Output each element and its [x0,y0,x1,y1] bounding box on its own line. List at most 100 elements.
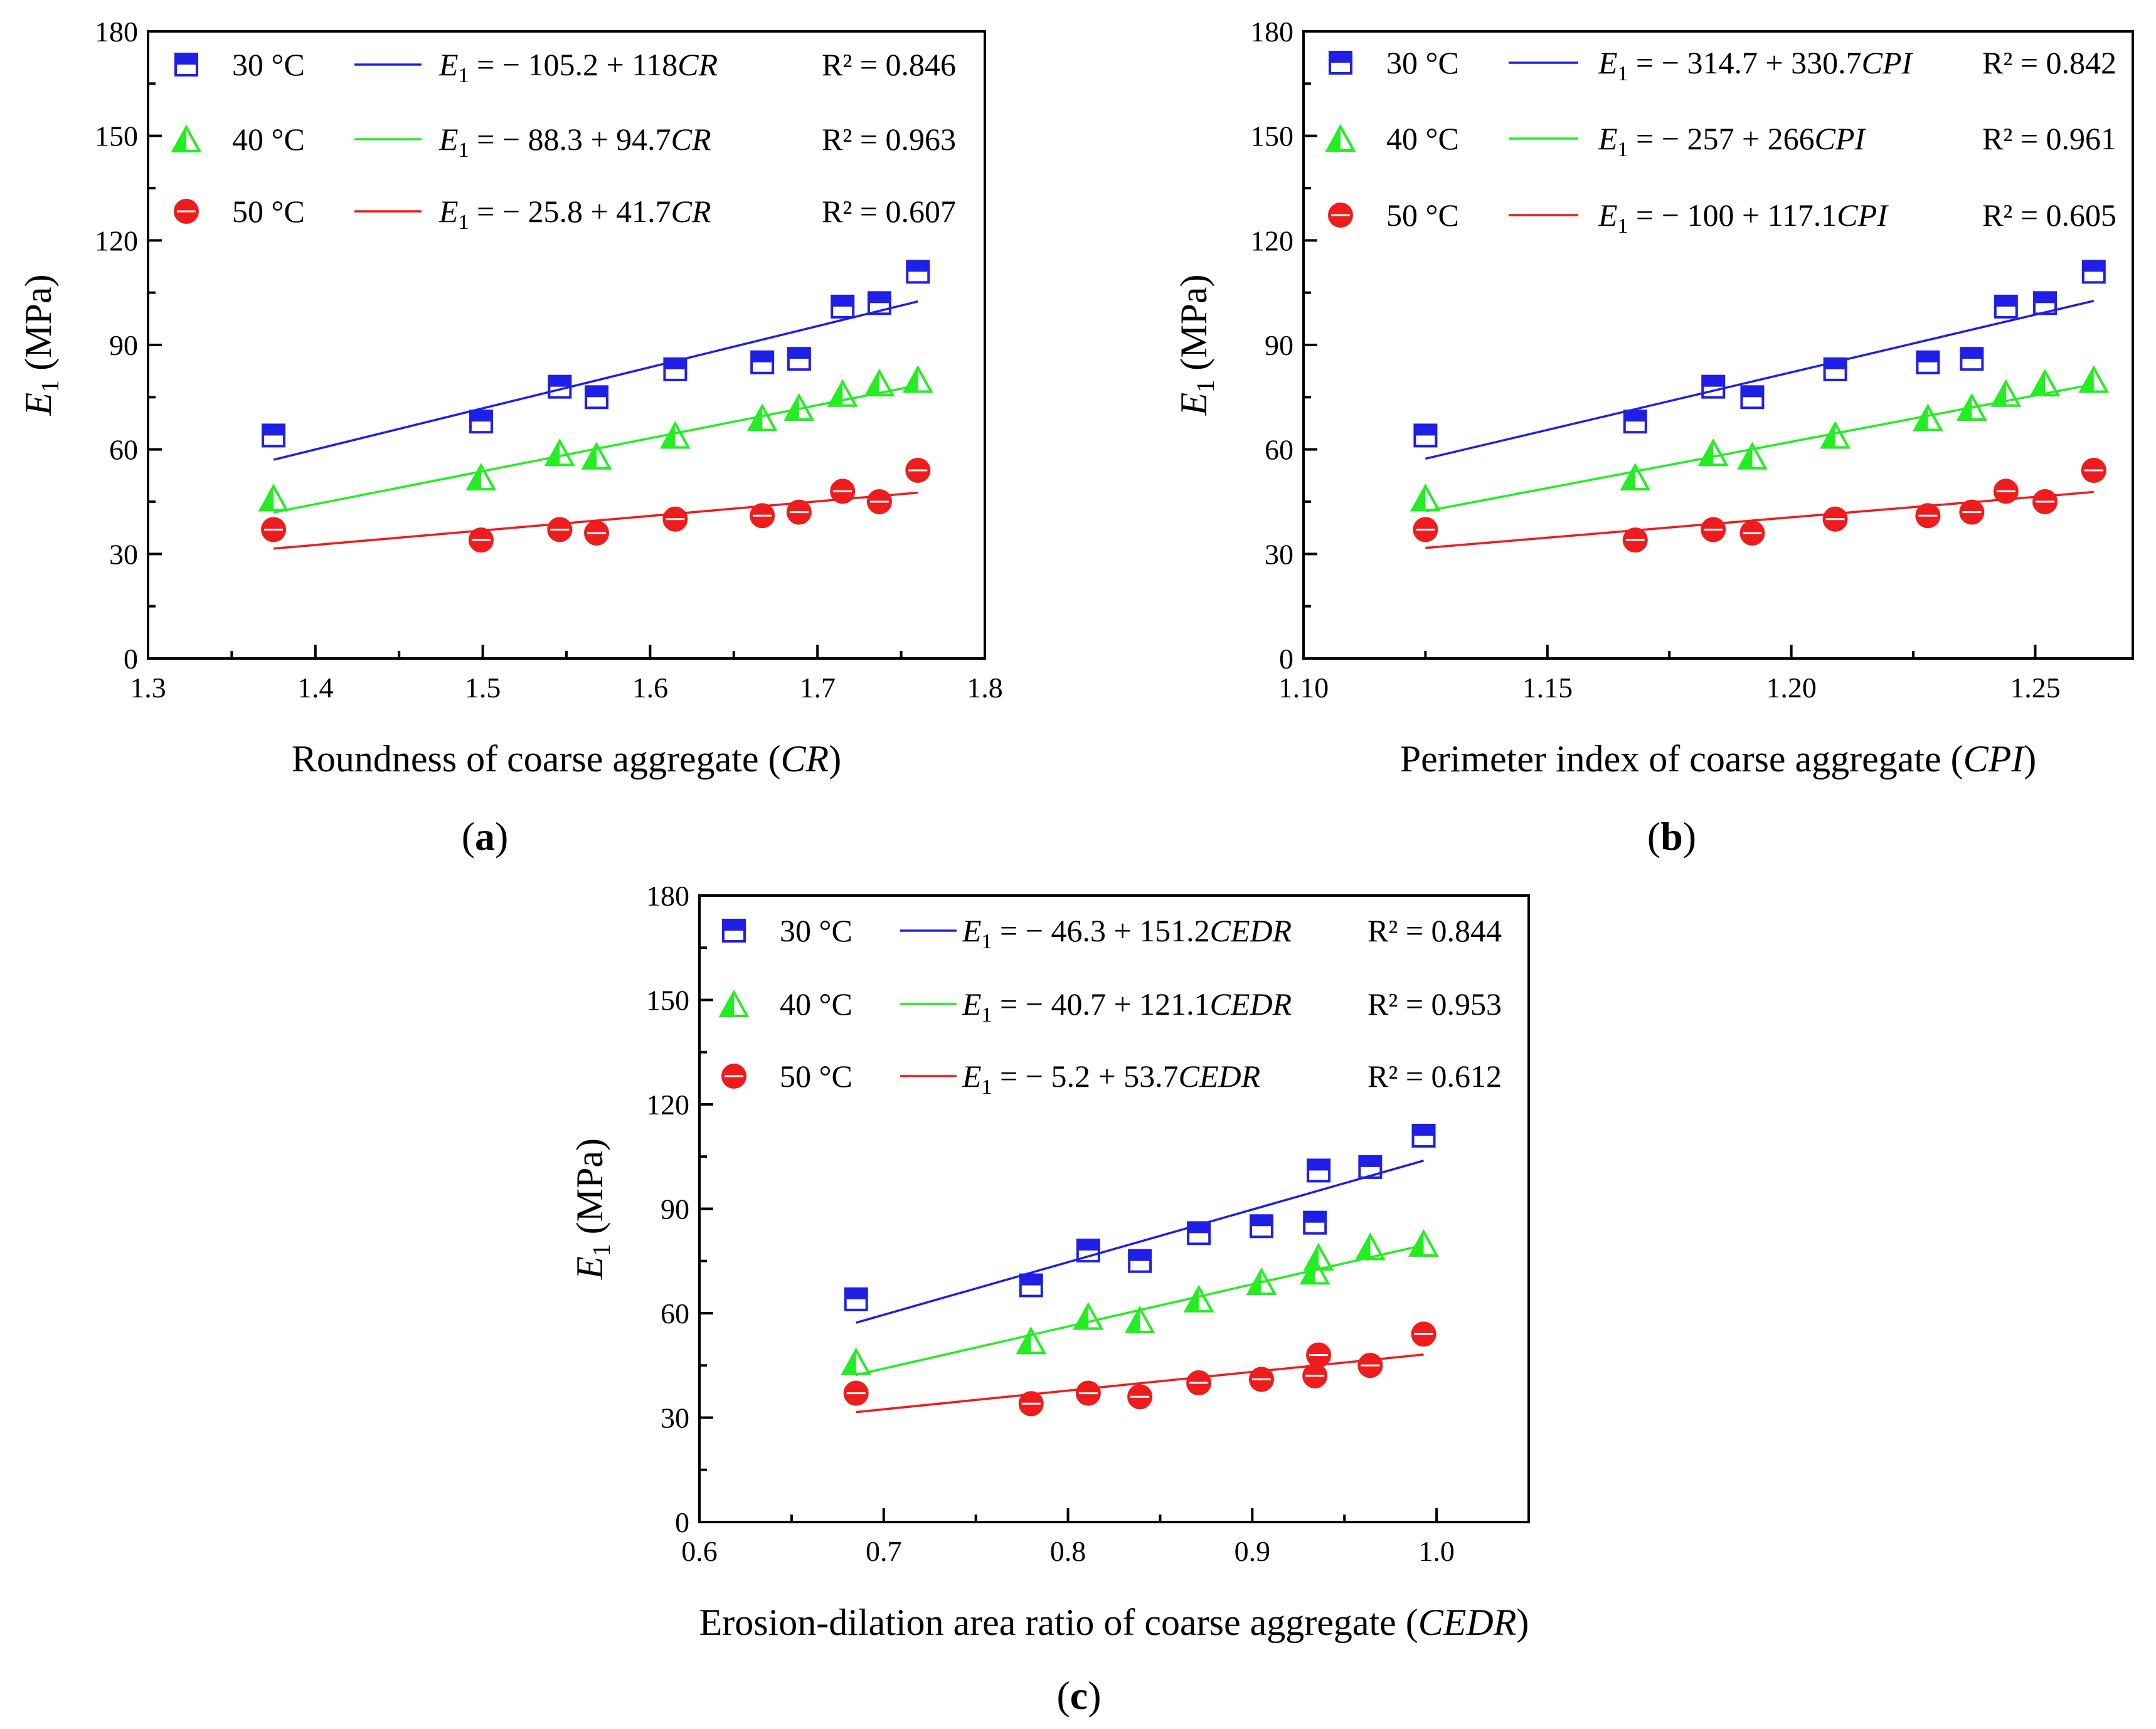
data-point-triangle [1354,1232,1386,1261]
data-point-square [831,294,855,319]
data-point-triangle [660,421,691,449]
data-point-circle [1915,503,1941,529]
legend-series-name: 40 °C [232,122,305,157]
data-point-circle [1306,1342,1332,1368]
data-point-circle [750,503,775,529]
data-point-circle [1993,479,2019,504]
data-point-circle [2081,458,2106,483]
data-point-triangle [1073,1302,1104,1330]
data-point-square [1740,385,1765,410]
fit-line-circle [856,1353,1424,1414]
data-point-triangle [1737,442,1768,470]
data-point-square [750,350,775,374]
data-point-circle [1302,1363,1328,1388]
y-tick-label: 150 [646,985,689,1017]
data-point-circle [830,479,856,504]
legend-marker-square [174,53,198,77]
fit-line-square [1425,300,2095,460]
data-point-triangle [581,442,612,470]
data-point-triangle [902,365,933,393]
data-point-square [844,1287,868,1311]
data-point-square [1701,374,1726,399]
y-tick-label: 0 [124,643,138,675]
x-tick-label: 1.8 [967,672,1003,704]
data-point-circle [1127,1384,1153,1410]
x-tick-label: 0.6 [681,1535,718,1567]
data-point-triangle [1410,484,1441,512]
legend-r-squared: R² = 0.612 [1367,1059,1502,1094]
data-point-circle [1701,517,1726,542]
data-point-circle [1357,1353,1383,1378]
data-point-square [469,410,493,434]
data-point-circle [1018,1391,1044,1417]
legend-r-squared: R² = 0.605 [1982,198,2116,233]
x-axis-title: Erosion-dilation area ratio of coarse ag… [699,1602,1529,1643]
data-point-triangle [1408,1229,1439,1257]
data-point-square [1019,1273,1043,1298]
chart-panel-b: 0 30 60 90 120 150 180 1.10 1.15 1.20 1.25 Perimete… [1173,16,2134,859]
x-tick-label: 0.8 [1050,1535,1086,1567]
data-point-circle [1413,517,1438,542]
y-tick-label: 0 [675,1506,689,1538]
data-point-circle [468,527,494,553]
data-point-square [663,357,688,381]
legend-series-name: 50 °C [232,194,305,229]
legend-marker-square [722,919,746,943]
legend-marker-triangle [171,124,202,152]
legend-equation: E1 = − 100 + 117.1CPI [1598,198,1889,238]
y-tick-label: 150 [95,120,138,152]
data-point-square [1358,1155,1383,1179]
y-tick-label: 180 [1250,16,1293,48]
legend-marker-triangle [718,989,750,1017]
legend-r-squared: R² = 0.607 [822,194,956,229]
data-point-triangle [1956,393,1987,421]
data-point-square [262,423,286,448]
data-point-triangle [1620,462,1651,491]
data-point-square [585,385,609,410]
x-tick-label: 1.0 [1418,1535,1455,1567]
data-point-triangle [1303,1243,1334,1271]
data-point-circle [843,1380,869,1406]
y-tick-label: 0 [1279,643,1293,675]
data-point-triangle [544,438,575,467]
y-tick-label: 180 [95,16,138,48]
legend-series-name: 40 °C [1386,121,1459,156]
data-point-circle [662,506,688,532]
legend-marker-circle [721,1064,746,1089]
data-point-triangle [465,462,497,491]
data-point-square [548,374,572,399]
y-tick-label: 90 [109,329,138,361]
data-point-square [1307,1158,1331,1183]
data-point-triangle [1016,1326,1047,1355]
data-point-circle [1075,1380,1101,1406]
legend-equation: E1 = − 40.7 + 121.1CEDR [962,986,1292,1027]
y-tick-label: 150 [1250,120,1293,152]
data-point-circle [1622,527,1648,553]
data-point-circle [786,499,812,525]
data-point-circle [866,489,892,514]
legend-series-name: 30 °C [780,913,852,948]
y-axis-title: E1 (MPa) [569,1138,615,1280]
y-axis-title: E1 (MPa) [18,275,64,416]
y-tick-label: 30 [661,1402,689,1434]
fit-line-square [273,300,918,461]
legend-marker-triangle [1325,124,1356,152]
data-point-circle [1186,1370,1212,1395]
data-point-square [787,347,811,371]
data-point-square [1823,357,1847,381]
data-point-square [2081,260,2106,284]
data-point-circle [1411,1321,1436,1347]
legend-equation: E1 = − 257 + 266CPI [1598,121,1867,161]
legend-series-name: 40 °C [780,986,852,1022]
legend-series-name: 50 °C [1386,198,1459,233]
legend-equation: E1 = − 314.7 + 330.7CPI [1598,45,1914,85]
data-point-triangle [2029,368,2061,397]
legend-r-squared: R² = 0.961 [1982,121,2116,156]
legend-equation: E1 = − 46.3 + 151.2CEDR [962,913,1292,953]
data-point-square [1303,1210,1327,1235]
data-point-square [867,291,891,315]
y-tick-label: 180 [646,880,689,912]
data-point-square [1994,294,2018,319]
y-tick-label: 60 [661,1298,689,1330]
panel-label: (b) [1647,814,1696,859]
